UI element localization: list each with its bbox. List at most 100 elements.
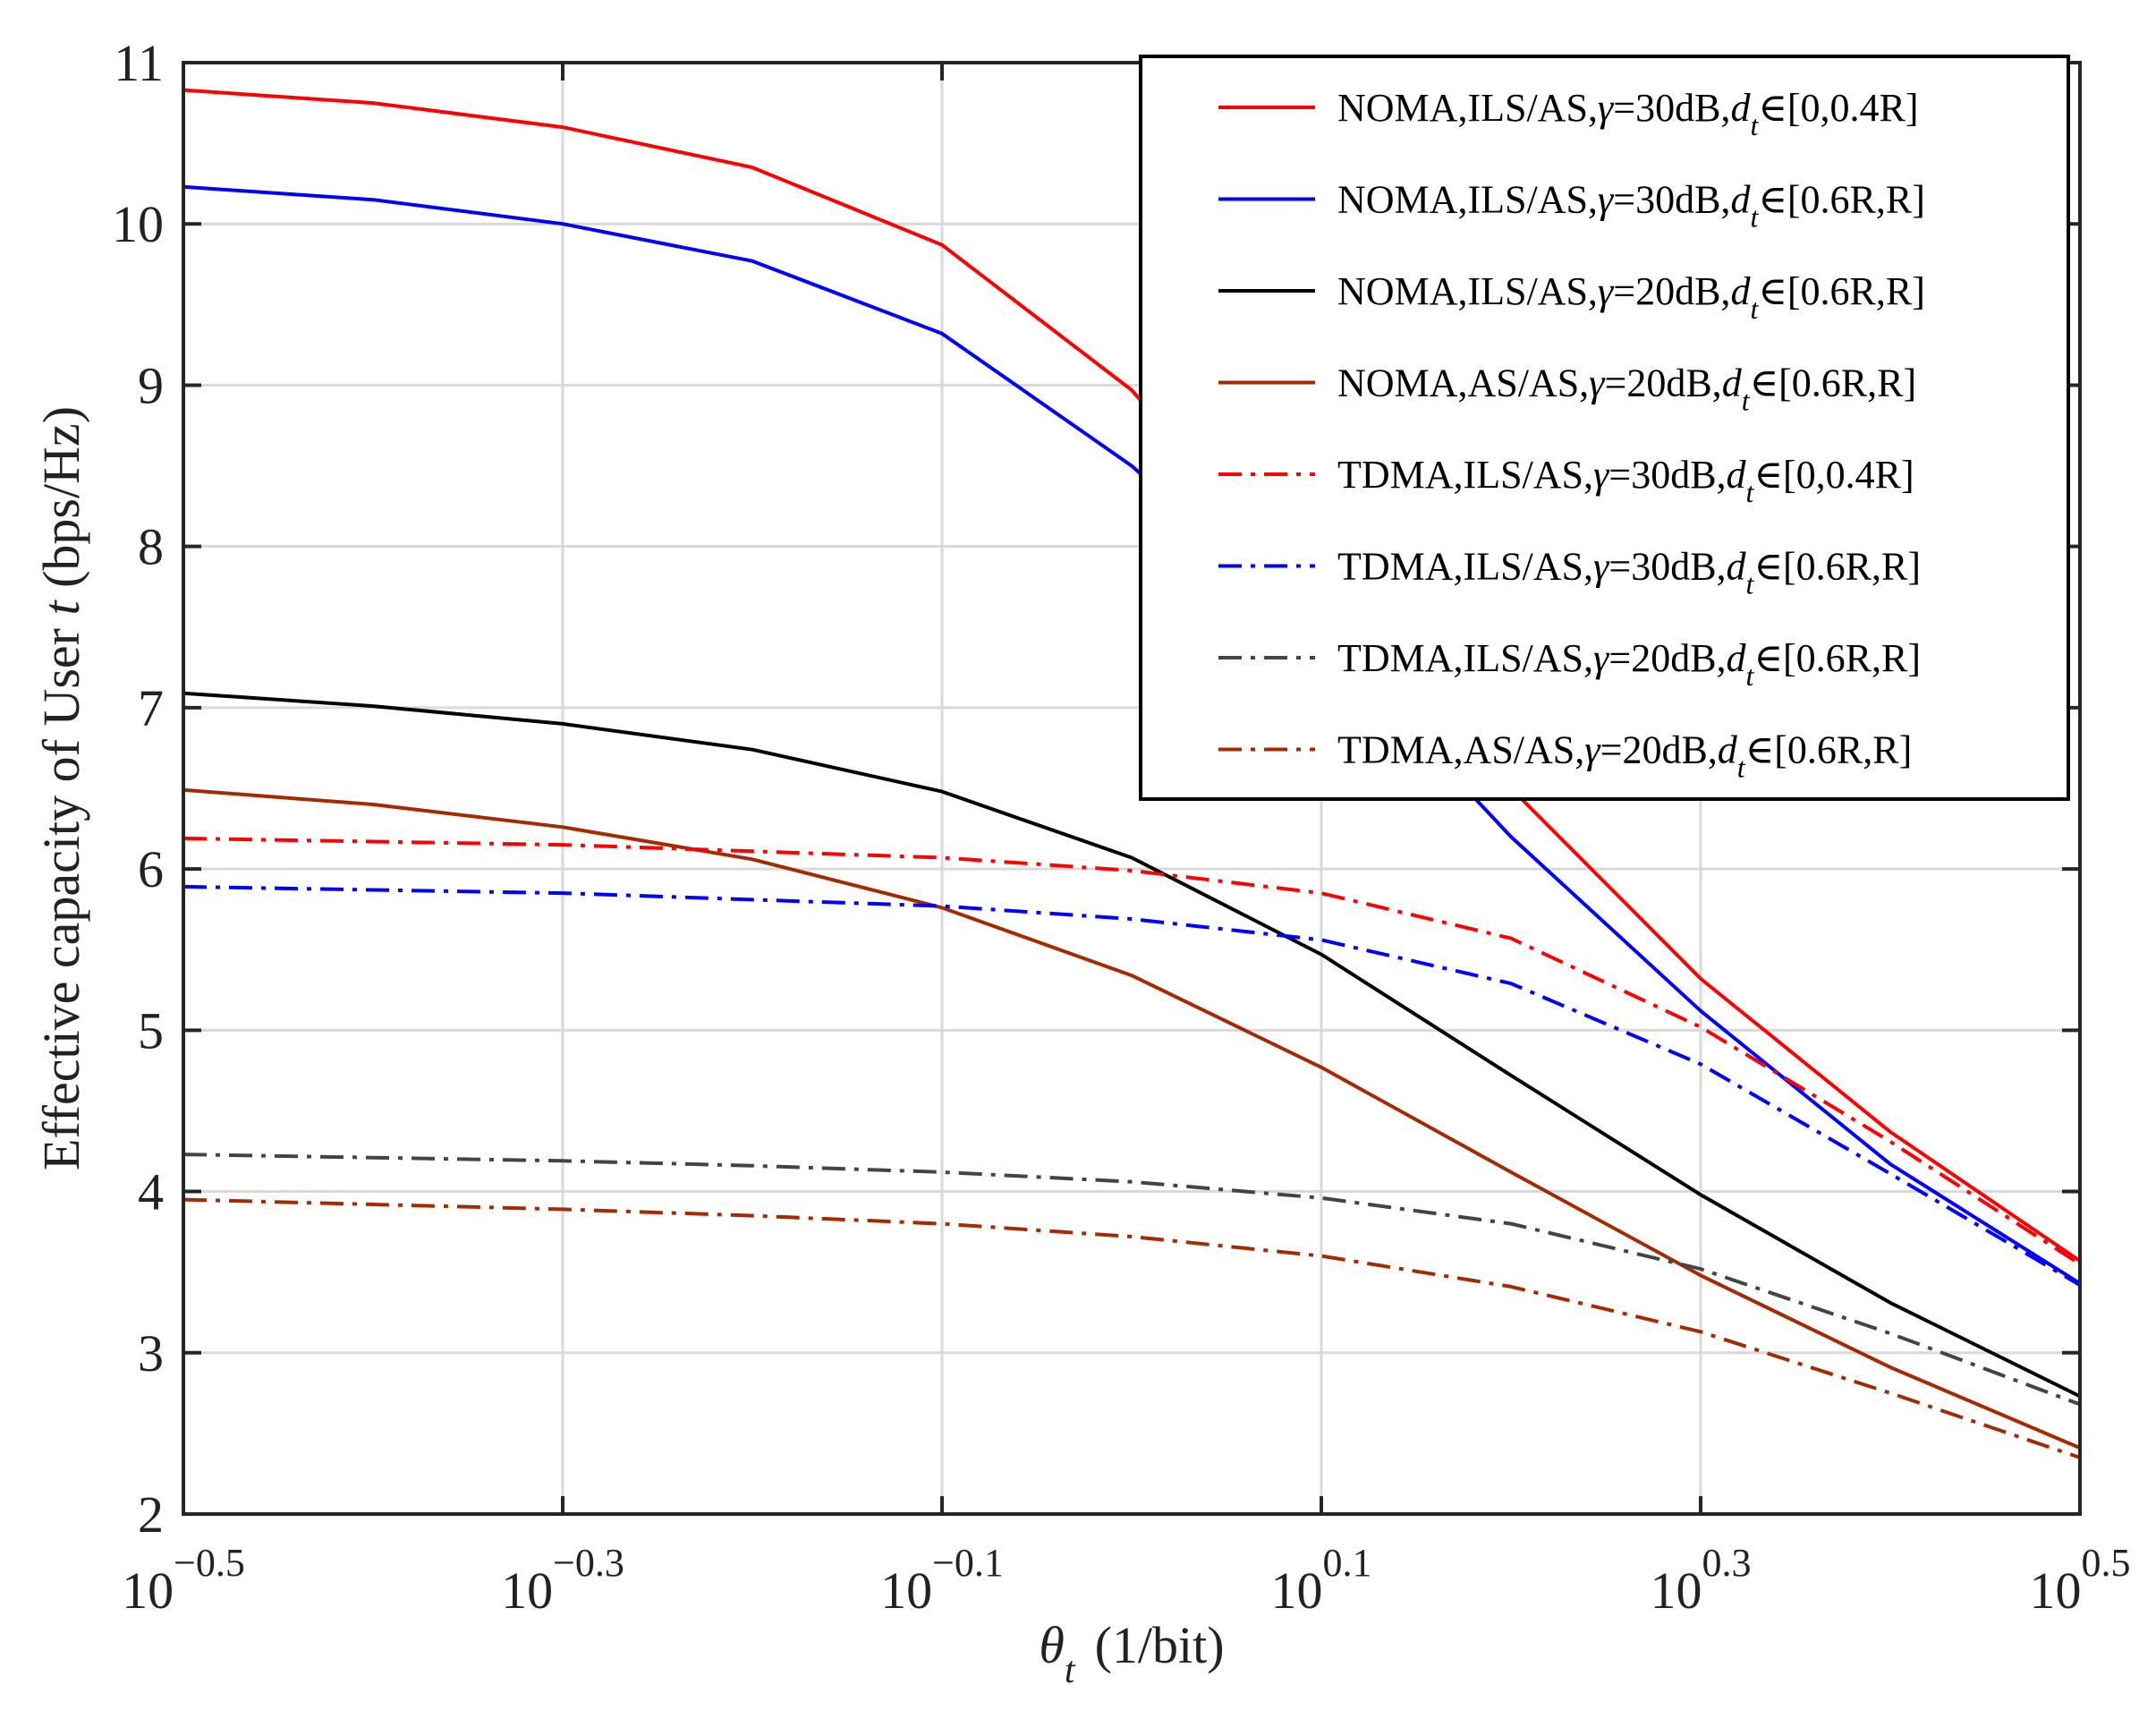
y-axis-title-pre: Effective capacity of User [32,616,90,1171]
legend-label: TDMA,ILS/AS,γ=30dB,dt∈[0.6R,R] [1337,545,1921,600]
legend-gamma-symbol: γ [1593,545,1610,589]
legend-distance-subscript: t [1750,293,1759,325]
x-tick-base: 10 [1271,1561,1323,1620]
x-tick-base: 10 [880,1561,932,1620]
legend-gamma-symbol: γ [1589,362,1606,405]
x-tick-label: 100.1 [1271,1541,1372,1620]
legend-distance-range: ∈[0.6R,R] [1753,636,1921,680]
series-line [182,787,2081,1450]
y-axis-title: Effective capacity of User t (bps/Hz) [32,406,90,1170]
x-tick-label: 100.3 [1651,1541,1752,1620]
legend-scheme: TDMA,ILS/AS, [1337,545,1593,589]
legend: NOMA,ILS/AS,γ=30dB,dt∈[0,0.4R]NOMA,ILS/A… [1139,55,2070,801]
legend-distance-subscript: t [1746,659,1755,692]
legend-distance-subscript: t [1746,476,1755,508]
plot-frame [182,61,2082,1516]
series-line [182,88,2082,1263]
legend-items: NOMA,ILS/AS,γ=30dB,dt∈[0,0.4R]NOMA,ILS/A… [1218,86,1925,784]
legend-gamma-value: =30dB, [1613,178,1730,222]
legend-gamma-symbol: γ [1598,178,1615,222]
y-tick-label: 7 [138,679,164,737]
legend-label: NOMA,ILS/AS,γ=20dB,dt∈[0.6R,R] [1337,269,1925,325]
x-axis-unit: (1/bit) [1095,1616,1225,1674]
y-tick-label: 6 [138,840,164,898]
legend-distance-subscript: t [1750,109,1759,141]
y-tick-label: 10 [112,195,164,253]
series-line [182,1153,2081,1407]
x-tick-labels: 10−0.5 10−0.3 10−0.1 100.1 100.3 100.5 [122,1541,2130,1620]
y-tick-label: 4 [138,1163,164,1221]
legend-distance-symbol: d [1727,545,1747,589]
legend-distance-range: ∈[0.6R,R] [1745,728,1913,772]
y-tick-label: 8 [138,518,164,576]
series-lines [182,88,2082,1459]
legend-gamma-value: =20dB, [1600,728,1718,772]
x-tick-label: 10−0.1 [880,1541,1004,1620]
legend-distance-range: ∈[0,0.4R] [1753,453,1914,497]
legend-gamma-value: =30dB, [1613,86,1730,130]
x-tick-exponent: −0.5 [174,1541,245,1585]
x-tick-exponent: 0.3 [1702,1541,1752,1585]
legend-distance-symbol: d [1730,86,1751,130]
x-tick-exponent: 0.1 [1323,1541,1372,1585]
x-tick-exponent: −0.1 [932,1541,1004,1585]
legend-label: TDMA,AS/AS,γ=20dB,dt∈[0.6R,R] [1337,728,1912,784]
legend-label: NOMA,ILS/AS,γ=30dB,dt∈[0.6R,R] [1337,178,1925,234]
legend-distance-symbol: d [1722,362,1743,405]
series-line [182,884,2082,1287]
x-tick-base: 10 [122,1561,174,1620]
y-tick-label: 3 [138,1324,164,1382]
legend-distance-range: ∈[0.6R,R] [1753,545,1921,589]
series-line [182,836,2082,1266]
y-tick-label: 5 [138,1001,164,1059]
x-tick-exponent: −0.3 [553,1541,624,1585]
legend-gamma-value: =20dB, [1613,269,1730,313]
legend-gamma-value: =30dB, [1609,453,1726,497]
x-tick-base: 10 [2030,1561,2082,1620]
legend-scheme: TDMA,ILS/AS, [1337,453,1593,497]
legend-gamma-symbol: γ [1593,453,1610,497]
legend-scheme: NOMA,AS/AS, [1337,362,1589,405]
legend-scheme: TDMA,ILS/AS, [1337,636,1593,680]
legend-label: NOMA,AS/AS,γ=20dB,dt∈[0.6R,R] [1337,362,1916,417]
y-tick-label: 9 [138,356,164,414]
x-tick-label: 100.5 [2030,1541,2131,1620]
legend-distance-range: ∈[0.6R,R] [1750,362,1917,405]
legend-distance-range: ∈[0,0.4R] [1758,86,1918,130]
legend-distance-symbol: d [1718,728,1738,772]
series-line [182,691,2081,1399]
x-tick-base: 10 [1651,1561,1702,1620]
x-axis-subscript: t [1065,1650,1076,1691]
x-tick-exponent: 0.5 [2082,1541,2131,1585]
legend-distance-subscript: t [1737,752,1746,784]
legend-scheme: NOMA,ILS/AS, [1337,178,1598,222]
legend-label: TDMA,ILS/AS,γ=20dB,dt∈[0.6R,R] [1337,636,1921,692]
y-tick-label: 2 [138,1485,164,1544]
y-axis-title-post: (bps/Hz) [32,406,90,600]
legend-distance-range: ∈[0.6R,R] [1758,178,1925,222]
x-axis-symbol: θ [1039,1616,1065,1674]
y-tick-labels: 2 3 4 5 6 7 8 9 10 11 [112,34,164,1544]
legend-distance-symbol: d [1727,636,1747,680]
x-axis-title: θt (1/bit) [1039,1616,1224,1691]
legend-label: TDMA,ILS/AS,γ=30dB,dt∈[0,0.4R] [1337,453,1914,508]
legend-gamma-symbol: γ [1584,728,1601,772]
legend-distance-subscript: t [1742,385,1751,417]
legend-gamma-symbol: γ [1598,269,1615,313]
legend-gamma-value: =20dB, [1609,636,1726,680]
y-tick-label: 11 [114,34,164,92]
legend-scheme: NOMA,ILS/AS, [1337,269,1598,313]
legend-scheme: TDMA,AS/AS, [1337,728,1584,772]
legend-gamma-value: =20dB, [1605,362,1722,405]
legend-distance-symbol: d [1730,269,1751,313]
x-tick-base: 10 [501,1561,553,1620]
series-line [182,1197,2081,1459]
legend-gamma-symbol: γ [1593,636,1610,680]
x-tick-label: 10−0.5 [122,1541,245,1620]
x-tick-label: 10−0.3 [501,1541,624,1620]
legend-box [1139,55,2070,801]
legend-gamma-symbol: γ [1598,86,1615,130]
legend-gamma-value: =30dB, [1609,545,1726,589]
tick-marks [182,61,2082,1516]
